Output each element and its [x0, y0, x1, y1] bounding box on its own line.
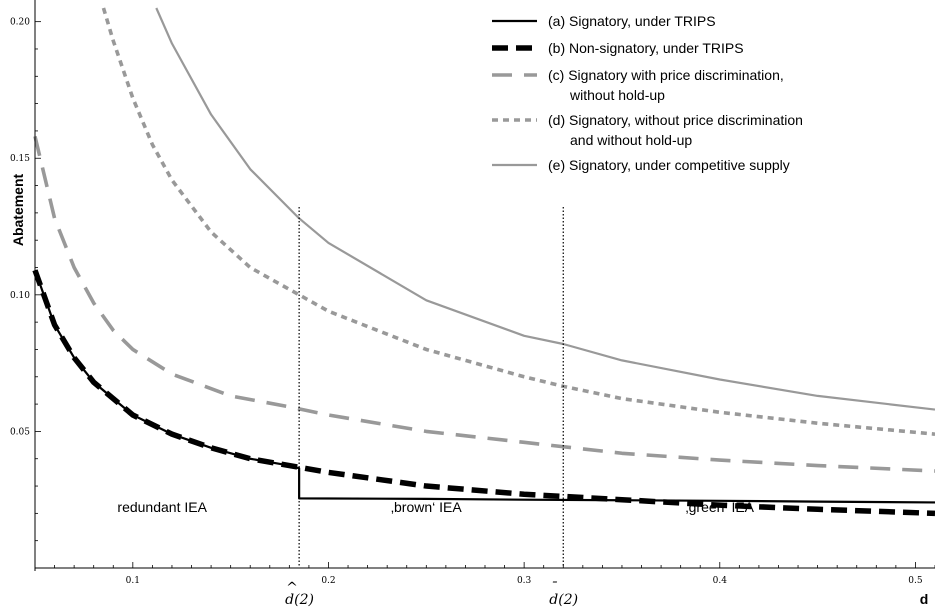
x-tick-label: 0.1	[126, 576, 140, 586]
legend-item-b[interactable]: (b) Non-signatory, under TRIPS	[492, 40, 744, 56]
legend-item-a[interactable]: (a) Signatory, under TRIPS	[492, 13, 716, 29]
series-line-a	[33, 269, 935, 504]
region-label: ‚green‘ IEA	[686, 499, 755, 515]
marker-label-suffix: (2)	[558, 592, 578, 608]
region-labels: redundant IEA ‚brown‘ IEA ‚green‘ IEA	[117, 499, 754, 515]
legend-label: (e) Signatory, under competitive supply	[548, 157, 790, 173]
legend-item-c[interactable]: (c) Signatory with price discrimination,…	[492, 67, 784, 103]
marker-label-accent: ^	[286, 580, 298, 596]
legend[interactable]: (a) Signatory, under TRIPS (b) Non-signat…	[492, 13, 803, 173]
y-tick-label: 0.05	[10, 427, 30, 437]
legend-label: (b) Non-signatory, under TRIPS	[548, 40, 744, 56]
x-tick-label: 0.4	[713, 576, 728, 586]
series-line-b	[32, 269, 935, 517]
vertical-markers: d^(2) d¯(2)	[285, 207, 578, 608]
region-label: ‚brown‘ IEA	[391, 499, 462, 515]
y-axis-title: Abatement	[10, 173, 26, 246]
legend-label: without hold-up	[569, 87, 665, 103]
region-label: redundant IEA	[117, 499, 207, 515]
x-tick-label: 0.5	[908, 576, 923, 586]
series-layer	[32, 7, 935, 517]
legend-item-e[interactable]: (e) Signatory, under competitive supply	[492, 157, 790, 173]
series-line-c	[33, 135, 935, 473]
legend-label: (d) Signatory, without price discriminat…	[548, 112, 803, 128]
series-line-e	[155, 7, 935, 411]
x-axis-title: d	[920, 591, 929, 607]
series-line-d	[101, 7, 935, 436]
y-tick-label: 0.15	[10, 154, 30, 164]
x-tick-label: 0.3	[517, 576, 532, 586]
legend-label: (c) Signatory with price discrimination,	[548, 67, 784, 83]
marker-label-base: d	[549, 592, 558, 608]
legend-label: and without hold-up	[570, 132, 692, 148]
legend-item-d[interactable]: (d) Signatory, without price discriminat…	[492, 112, 803, 148]
marker-label-base: d	[285, 592, 294, 608]
y-tick-label: 0.10	[10, 291, 30, 301]
y-tick-label: 0.20	[10, 18, 30, 28]
vertical-marker-label: d¯(2)	[549, 580, 578, 608]
vertical-marker-label: d^(2)	[285, 580, 314, 608]
marker-label-suffix: (2)	[294, 592, 314, 608]
x-tick-label: 0.2	[321, 576, 335, 586]
marker-label-accent: ¯	[550, 580, 557, 596]
axes: 0.1 0.2 0.3 0.4 0.5 0.05 0.10 0.15 0.20 d Abatemen…	[10, 0, 935, 607]
legend-label: (a) Signatory, under TRIPS	[548, 13, 716, 29]
